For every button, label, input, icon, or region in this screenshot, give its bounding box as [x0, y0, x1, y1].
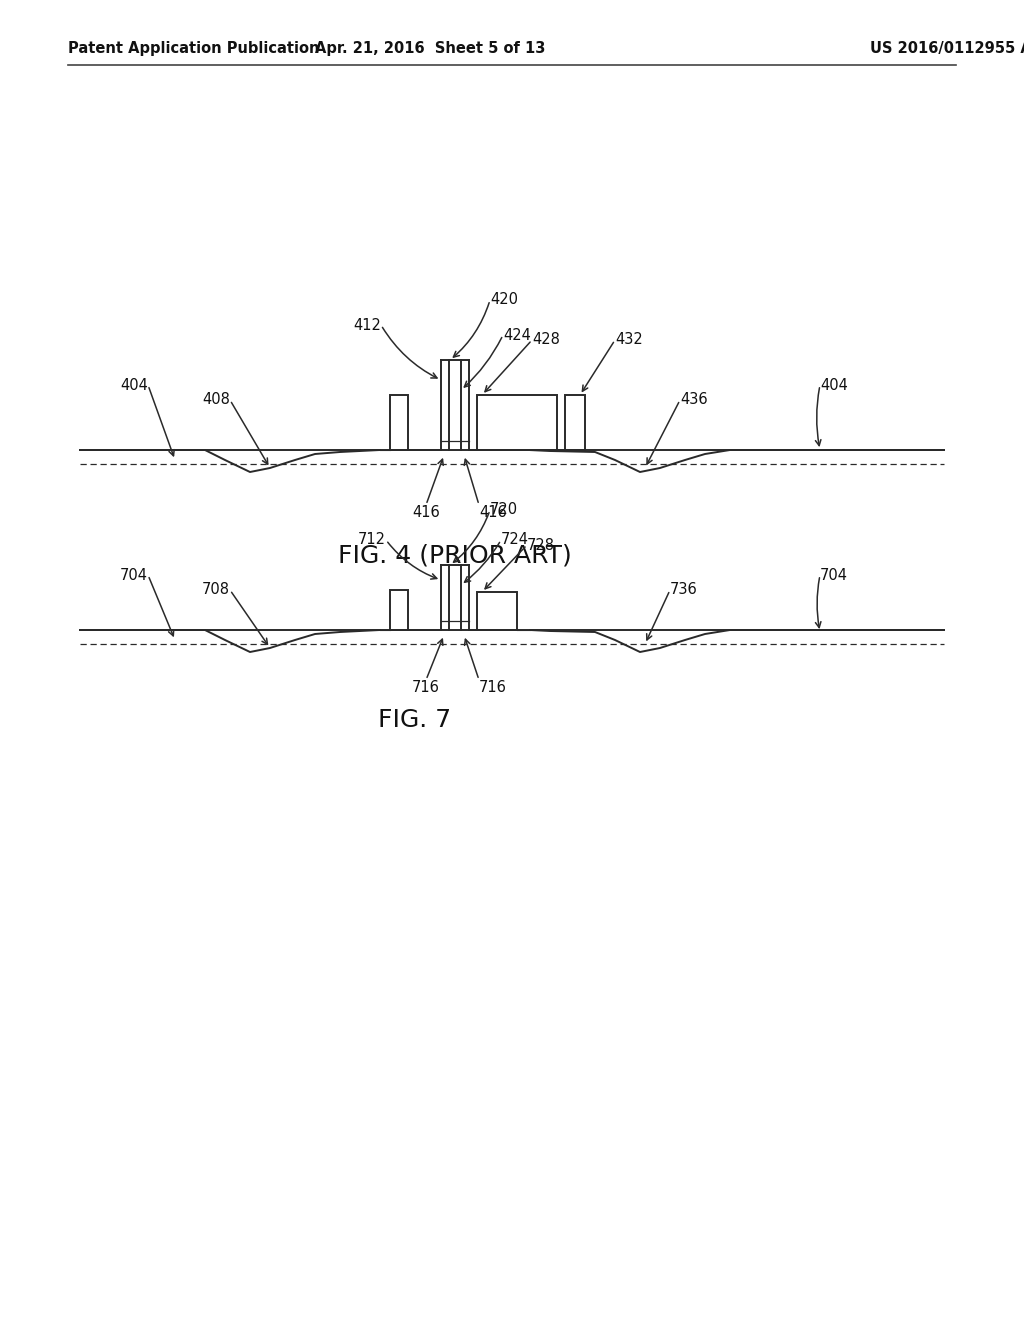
Text: 404: 404: [820, 378, 848, 392]
Text: 728: 728: [527, 537, 555, 553]
Text: 708: 708: [202, 582, 230, 598]
Text: 428: 428: [532, 333, 560, 347]
Text: 404: 404: [120, 378, 148, 392]
Text: US 2016/0112955 A1: US 2016/0112955 A1: [870, 41, 1024, 55]
Text: 424: 424: [503, 327, 530, 342]
Text: FIG. 4 (PRIOR ART): FIG. 4 (PRIOR ART): [338, 543, 571, 568]
Text: Patent Application Publication: Patent Application Publication: [68, 41, 319, 55]
Text: FIG. 7: FIG. 7: [379, 708, 452, 733]
Text: 436: 436: [680, 392, 708, 408]
Text: 716: 716: [479, 680, 507, 696]
Text: 704: 704: [820, 568, 848, 582]
Bar: [477, 395, 557, 450]
Bar: [477, 591, 517, 630]
Text: 736: 736: [670, 582, 697, 598]
Bar: [565, 395, 585, 450]
Text: 416: 416: [479, 506, 507, 520]
Text: 720: 720: [490, 503, 518, 517]
Text: 712: 712: [358, 532, 386, 548]
Text: 432: 432: [615, 333, 643, 347]
Text: 716: 716: [412, 680, 440, 696]
Text: 412: 412: [353, 318, 381, 333]
Text: 416: 416: [412, 506, 440, 520]
Text: 724: 724: [501, 532, 529, 548]
Bar: [390, 395, 408, 450]
Text: Apr. 21, 2016  Sheet 5 of 13: Apr. 21, 2016 Sheet 5 of 13: [314, 41, 545, 55]
Bar: [390, 590, 408, 630]
Text: 420: 420: [490, 293, 518, 308]
Text: 704: 704: [120, 568, 148, 582]
Text: 408: 408: [202, 392, 230, 408]
